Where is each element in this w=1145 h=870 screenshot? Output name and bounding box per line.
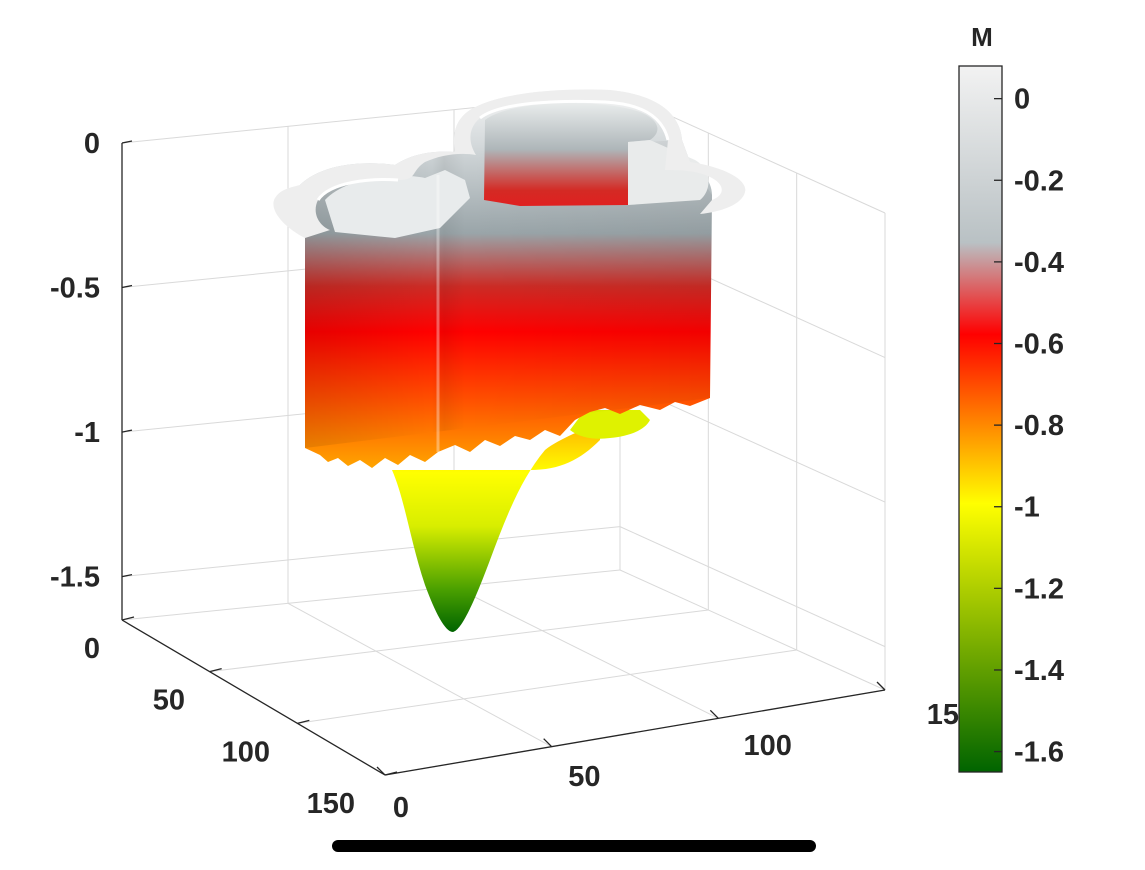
floor-grid-line (287, 602, 552, 748)
floor-grid-line (297, 649, 797, 724)
wall-grid-line (121, 526, 621, 578)
z-tick-label: -1.5 (50, 562, 100, 594)
z-tick-mark (121, 573, 133, 578)
z-tick-mark (121, 429, 133, 433)
x-tick-mark (543, 738, 553, 748)
surface-secondary-dip (570, 410, 650, 439)
z-tick-mark (121, 284, 133, 289)
x-axis-line (384, 689, 886, 776)
colorbar-tick-label: -1.4 (1014, 655, 1064, 687)
surface-mesh (273, 89, 746, 632)
y-tick-label: 100 (222, 736, 270, 768)
floor-grid-line (121, 569, 621, 621)
colorbar-tick-label: -1 (1014, 492, 1040, 524)
x-tick-label: 0 (393, 792, 409, 824)
colorbar-tick-label: -0.4 (1014, 247, 1064, 279)
z-tick-label: 0 (84, 128, 100, 160)
colorbar-tick-label: -0.2 (1014, 165, 1064, 197)
x-tick-mark (709, 709, 719, 719)
surface-inner-shadow (628, 140, 709, 205)
x-tick-label: 100 (743, 730, 791, 762)
floor-grid-line (453, 586, 719, 719)
z-tick-label: -1 (74, 417, 100, 449)
surface-rim (273, 89, 746, 239)
colorbar-tick-label: -1.2 (1014, 573, 1064, 605)
axes-lines (121, 140, 886, 776)
colorbar-title: M (971, 22, 993, 52)
surface-rim-highlight (316, 99, 670, 201)
colorbar: M 0 -0.2 -0.4 -0.6 -0.8 -1 -1.2 -1.4 -1.6 (958, 22, 1064, 773)
colorbar-gradient (958, 65, 1003, 773)
z-tick-mark (121, 140, 133, 144)
x-tick-mark (376, 766, 386, 776)
floor-grid-line (209, 609, 709, 673)
x-tick-label: 50 (568, 761, 600, 793)
surface-left-lobe (325, 170, 470, 238)
y-axis-line (121, 619, 386, 776)
y-tick-label: 0 (84, 633, 100, 665)
y-tick-mark (209, 668, 222, 673)
y-tick-label: 150 (307, 788, 355, 820)
colorbar-tick-label: 0 (1014, 84, 1030, 116)
x-tick-mark (876, 681, 886, 691)
colorbar-ticks: 0 -0.2 -0.4 -0.6 -0.8 -1 -1.2 -1.4 -1.6 (994, 84, 1064, 769)
y-tick-mark (297, 719, 310, 724)
floor-grid-line (619, 569, 886, 691)
colorbar-tick-label: -0.8 (1014, 410, 1064, 442)
wall-grid-line (619, 526, 886, 648)
surface-inner-pocket (484, 102, 658, 206)
surface-minimum-spike (392, 420, 600, 632)
colorbar-tick-label: -0.6 (1014, 329, 1064, 361)
z-tick-label: -0.5 (50, 273, 100, 305)
y-tick-mark (121, 616, 135, 621)
colorbar-tick-label: -1.6 (1014, 737, 1064, 769)
y-tick-label: 50 (153, 685, 185, 717)
y-tick-mark (384, 771, 398, 776)
home-indicator[interactable] (332, 840, 816, 852)
